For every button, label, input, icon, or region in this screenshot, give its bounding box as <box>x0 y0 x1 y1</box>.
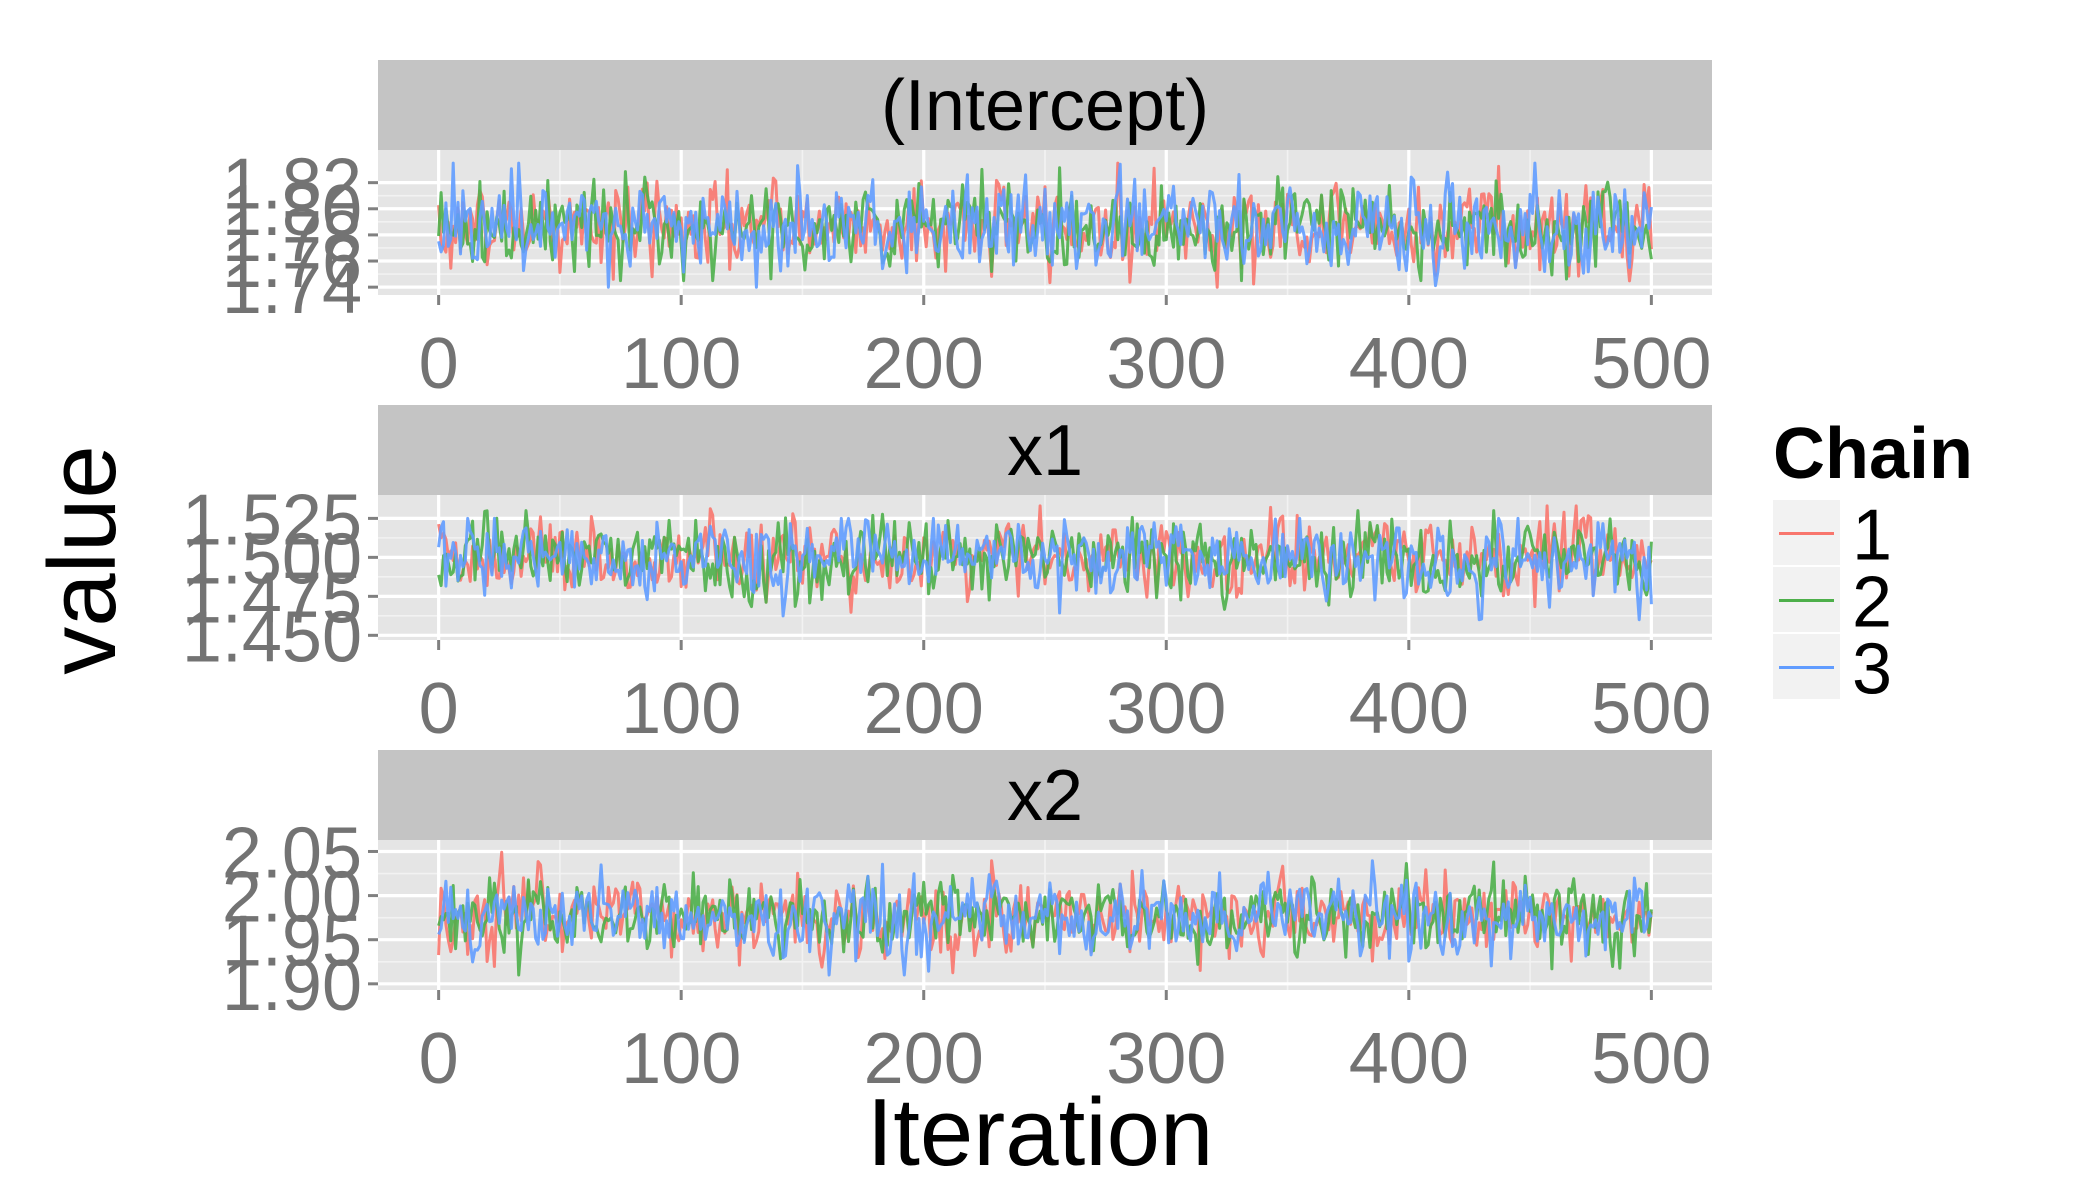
y-tick-label: 1.82 <box>222 145 362 225</box>
legend: Chain 123 <box>1773 414 1973 710</box>
y-tick-label: 1.76 <box>222 223 362 303</box>
y-tick-label: 1.95 <box>222 902 362 982</box>
x-tick-label: 500 <box>1591 669 1711 749</box>
legend-item-3: 3 <box>1773 630 1892 710</box>
legend-item-2: 2 <box>1773 563 1892 643</box>
y-tick-label: 2.00 <box>222 858 362 938</box>
chain-3-trace <box>437 859 1653 977</box>
facet-strip-label: x1 <box>1007 411 1083 491</box>
x-tick-label: 0 <box>419 1019 459 1099</box>
facet-panel: (Intercept) 0 100 200 300 400 500 1.741.761.781… <box>222 60 1712 404</box>
facet-strip-label: (Intercept) <box>881 66 1209 146</box>
x-tick-label: 500 <box>1591 1019 1711 1099</box>
x-tick-label: 300 <box>1106 324 1226 404</box>
facet-strip <box>378 60 1712 150</box>
legend-title: Chain <box>1773 414 1973 494</box>
x-tick-label: 200 <box>864 669 984 749</box>
y-tick-label: 2.05 <box>222 813 362 893</box>
chain-3-trace <box>437 161 1653 289</box>
x-tick-label: 0 <box>419 324 459 404</box>
x-axis-title: Iteration <box>867 1079 1214 1186</box>
x-tick-label: 400 <box>1349 324 1469 404</box>
chain-3-trace <box>437 516 1653 622</box>
facet-panel: x2 0 100 200 300 400 500 1.901.952.002.05 <box>222 750 1712 1099</box>
x-tick-label: 400 <box>1349 1019 1469 1099</box>
y-tick-label: 1.78 <box>222 197 362 277</box>
legend-item-1: 1 <box>1773 496 1892 576</box>
facet-strip-label: x2 <box>1007 756 1083 836</box>
x-tick-label: 200 <box>864 324 984 404</box>
x-tick-label: 400 <box>1349 669 1469 749</box>
y-tick-label: 1.500 <box>182 519 362 599</box>
legend-label: 2 <box>1852 563 1892 643</box>
facet-strip <box>378 750 1712 840</box>
y-tick-label: 1.90 <box>222 946 362 1026</box>
facet-strip <box>378 405 1712 495</box>
y-axis-title: value <box>29 445 136 675</box>
y-tick-label: 1.74 <box>222 249 362 329</box>
facet-panels: (Intercept)0 100 200 300 400 5001.741.761.781… <box>182 60 1712 1099</box>
y-tick-label: 1.450 <box>182 597 362 677</box>
x-tick-label: 500 <box>1591 324 1711 404</box>
legend-label: 3 <box>1852 630 1892 710</box>
x-tick-label: 100 <box>621 1019 741 1099</box>
x-tick-label: 0 <box>419 669 459 749</box>
x-tick-label: 100 <box>621 669 741 749</box>
y-tick-label: 1.525 <box>182 480 362 560</box>
x-tick-label: 200 <box>864 1019 984 1099</box>
y-tick-label: 1.475 <box>182 558 362 638</box>
x-tick-label: 300 <box>1106 669 1226 749</box>
x-tick-label: 300 <box>1106 1019 1226 1099</box>
x-tick-label: 100 <box>621 324 741 404</box>
y-tick-label: 1.80 <box>222 171 362 251</box>
legend-label: 1 <box>1852 496 1892 576</box>
